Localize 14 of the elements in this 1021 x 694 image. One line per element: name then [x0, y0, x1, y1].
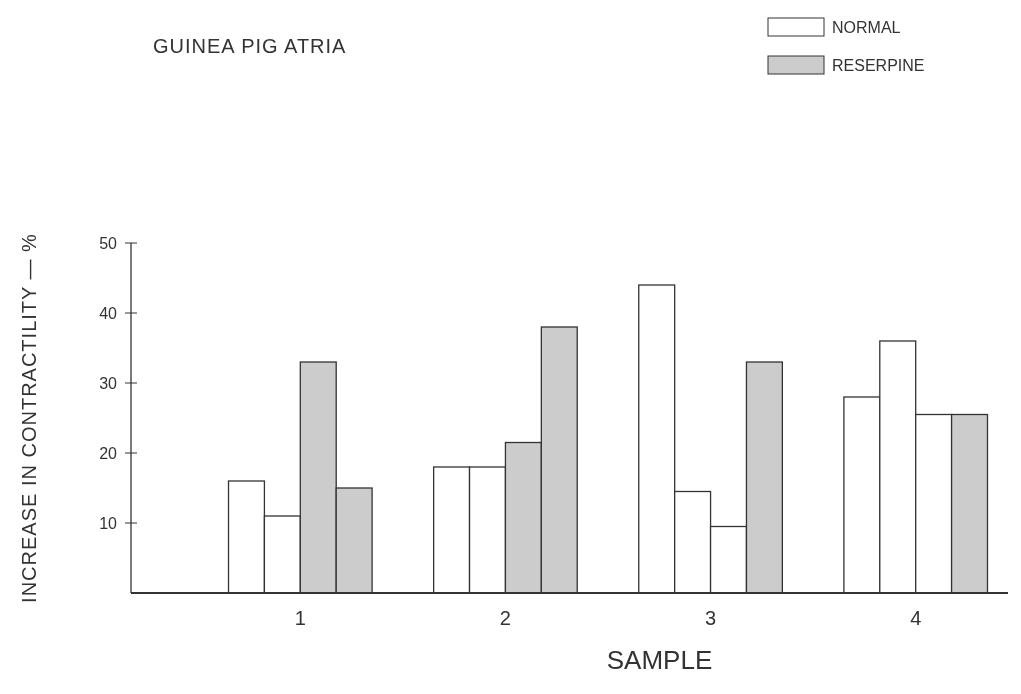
x-tick-label: 3 — [705, 607, 717, 629]
x-tick-label: 4 — [910, 607, 922, 629]
y-tick-label: 30 — [99, 374, 118, 392]
y-axis-title: INCREASE IN CONTRACTILITY — % — [18, 233, 40, 603]
y-tick-label: 40 — [99, 304, 118, 322]
x-axis-title: SAMPLE — [606, 645, 713, 675]
chart-title: GUINEA PIG ATRIA — [153, 35, 347, 57]
x-tick-label: 2 — [499, 607, 511, 629]
y-tick-label: 10 — [99, 514, 118, 532]
y-tick-label: 20 — [99, 444, 118, 462]
legend-label: NORMAL — [832, 18, 901, 36]
y-tick-label: 50 — [99, 234, 118, 252]
x-tick-label: 1 — [294, 607, 306, 629]
legend-label: RESERPINE — [832, 56, 925, 74]
